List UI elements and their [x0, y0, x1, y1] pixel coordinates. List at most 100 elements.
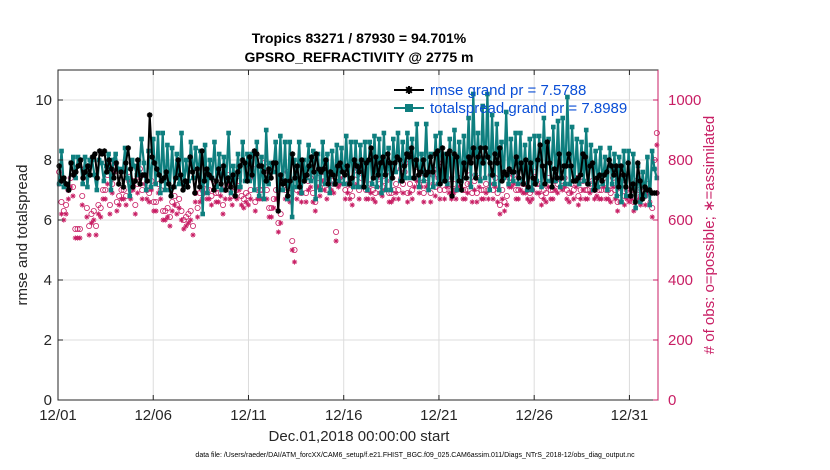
- spread-point: [409, 136, 415, 142]
- obs-possible-point: [63, 201, 70, 208]
- obs-possible-point: [436, 186, 443, 193]
- rmse-point: [149, 154, 155, 160]
- rmse-point: [506, 166, 512, 172]
- rmse-point: [246, 154, 253, 160]
- obs-assimilated-point: [86, 232, 92, 238]
- obs-assimilated-point: [545, 184, 551, 190]
- rmse-point: [92, 151, 98, 157]
- obs-assimilated-point: [135, 190, 141, 196]
- obs-assimilated-point: [481, 196, 487, 202]
- spread-point: [266, 181, 271, 187]
- x-tick-label: 12/11: [230, 407, 266, 424]
- obs-assimilated-point: [594, 193, 600, 199]
- obs-assimilated-point: [638, 202, 644, 208]
- rmse-point: [439, 145, 446, 151]
- spread-point: [583, 127, 589, 133]
- obs-assimilated-point: [248, 196, 254, 202]
- spread-point: [513, 130, 518, 136]
- spread-point: [522, 142, 528, 148]
- rmse-point: [113, 160, 120, 166]
- spread-point: [445, 181, 450, 187]
- obs-assimilated-point: [568, 190, 575, 196]
- obs-assimilated-point: [58, 211, 65, 217]
- spread-point: [61, 184, 67, 190]
- rmse-point: [404, 151, 410, 157]
- spread-point: [468, 184, 474, 190]
- obs-assimilated-point: [70, 193, 76, 199]
- rmse-point: [542, 181, 548, 187]
- spread-point: [461, 133, 467, 139]
- spread-point: [553, 178, 558, 184]
- spread-point: [602, 154, 608, 160]
- obs-assimilated-point: [522, 190, 528, 196]
- rmse-point: [642, 184, 648, 190]
- rmse-point: [156, 172, 162, 178]
- rmse-point: [630, 181, 636, 187]
- rmse-point: [146, 112, 153, 118]
- obs-possible-point: [100, 186, 107, 193]
- spread-point: [562, 181, 568, 187]
- spread-point: [508, 136, 514, 142]
- obs-assimilated-point: [190, 232, 196, 238]
- obs-assimilated-point: [321, 187, 328, 193]
- rmse-point: [311, 169, 317, 175]
- rmse-point: [365, 157, 372, 163]
- obs-assimilated-point: [312, 208, 318, 214]
- obs-assimilated-point: [543, 199, 549, 205]
- spread-point: [593, 148, 598, 154]
- spread-point: [292, 157, 297, 163]
- spread-point: [259, 154, 264, 160]
- rmse-point: [287, 178, 293, 184]
- rmse-point: [344, 163, 351, 169]
- rmse-point: [375, 172, 382, 178]
- obs-assimilated-point: [564, 196, 570, 202]
- rmse-point: [196, 184, 203, 190]
- legend-marker-spread: [405, 104, 413, 112]
- rmse-point: [289, 151, 296, 157]
- spread-point: [108, 187, 114, 193]
- spread-point: [200, 211, 206, 217]
- obs-assimilated-point: [165, 214, 171, 220]
- obs-assimilated-point: [407, 190, 413, 196]
- obs-assimilated-point: [229, 202, 235, 208]
- spread-point: [638, 199, 643, 205]
- rmse-point: [337, 160, 343, 166]
- y-tick-label: 0: [44, 392, 52, 409]
- obs-assimilated-point: [497, 211, 503, 217]
- obs-assimilated-point: [287, 199, 293, 205]
- rmse-point: [115, 181, 122, 187]
- spread-point: [541, 115, 547, 121]
- obs-assimilated-point: [109, 190, 115, 196]
- spread-point: [129, 157, 135, 163]
- rmse-point: [223, 187, 229, 193]
- obs-assimilated-point: [88, 220, 95, 226]
- obs-possible-point: [176, 195, 183, 202]
- rmse-point: [463, 175, 470, 181]
- obs-assimilated-point: [541, 196, 547, 202]
- spread-point: [595, 184, 601, 190]
- y2-tick-label: 600: [668, 212, 693, 229]
- obs-assimilated-point: [206, 196, 212, 202]
- rmse-point: [220, 163, 227, 169]
- spread-point: [518, 130, 523, 136]
- rmse-point: [623, 184, 629, 190]
- rmse-point: [396, 157, 403, 163]
- obs-assimilated-point: [550, 196, 556, 202]
- spread-point: [254, 139, 260, 145]
- spread-point: [515, 181, 521, 187]
- rmse-point: [461, 160, 467, 166]
- rmse-point: [492, 151, 498, 157]
- spread-point: [59, 148, 64, 154]
- rmse-point: [273, 160, 279, 166]
- obs-assimilated-point: [268, 214, 275, 220]
- obs-assimilated-point: [162, 217, 168, 223]
- rmse-point: [601, 172, 608, 178]
- spread-point: [188, 139, 194, 145]
- obs-assimilated-point: [298, 199, 305, 205]
- obs-assimilated-point: [208, 202, 215, 208]
- rmse-point: [234, 169, 241, 175]
- rmse-point: [211, 187, 217, 193]
- rmse-point: [546, 160, 553, 166]
- spread-point: [369, 181, 375, 187]
- rmse-point: [132, 178, 139, 184]
